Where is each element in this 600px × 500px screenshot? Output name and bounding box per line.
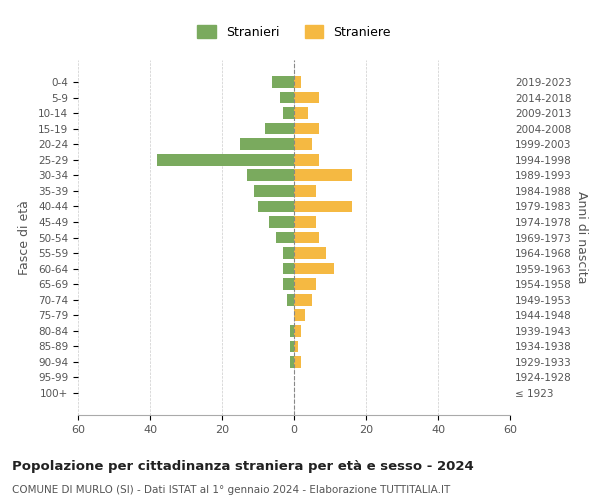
Bar — [294, 92, 319, 104]
Bar — [283, 247, 294, 259]
Bar — [254, 185, 294, 196]
Bar — [290, 356, 294, 368]
Bar — [294, 138, 312, 150]
Bar — [294, 185, 316, 196]
Bar — [276, 232, 294, 243]
Bar — [294, 232, 319, 243]
Text: COMUNE DI MURLO (SI) - Dati ISTAT al 1° gennaio 2024 - Elaborazione TUTTITALIA.I: COMUNE DI MURLO (SI) - Dati ISTAT al 1° … — [12, 485, 450, 495]
Bar — [294, 278, 316, 290]
Bar — [294, 294, 312, 306]
Bar — [294, 170, 352, 181]
Text: Popolazione per cittadinanza straniera per età e sesso - 2024: Popolazione per cittadinanza straniera p… — [12, 460, 474, 473]
Y-axis label: Fasce di età: Fasce di età — [18, 200, 31, 275]
Bar — [294, 263, 334, 274]
Bar — [283, 278, 294, 290]
Bar — [287, 294, 294, 306]
Bar — [283, 263, 294, 274]
Bar — [294, 216, 316, 228]
Y-axis label: Anni di nascita: Anni di nascita — [575, 191, 588, 284]
Bar — [294, 76, 301, 88]
Bar — [294, 247, 326, 259]
Legend: Stranieri, Straniere: Stranieri, Straniere — [192, 20, 396, 44]
Bar — [294, 340, 298, 352]
Bar — [294, 123, 319, 134]
Bar — [294, 107, 308, 119]
Bar — [294, 154, 319, 166]
Bar — [294, 310, 305, 321]
Bar — [294, 200, 352, 212]
Bar — [272, 76, 294, 88]
Bar — [258, 200, 294, 212]
Bar — [294, 325, 301, 336]
Bar — [247, 170, 294, 181]
Bar — [283, 107, 294, 119]
Bar — [280, 92, 294, 104]
Bar — [265, 123, 294, 134]
Bar — [290, 340, 294, 352]
Bar — [157, 154, 294, 166]
Bar — [240, 138, 294, 150]
Bar — [269, 216, 294, 228]
Bar — [294, 356, 301, 368]
Bar — [290, 325, 294, 336]
